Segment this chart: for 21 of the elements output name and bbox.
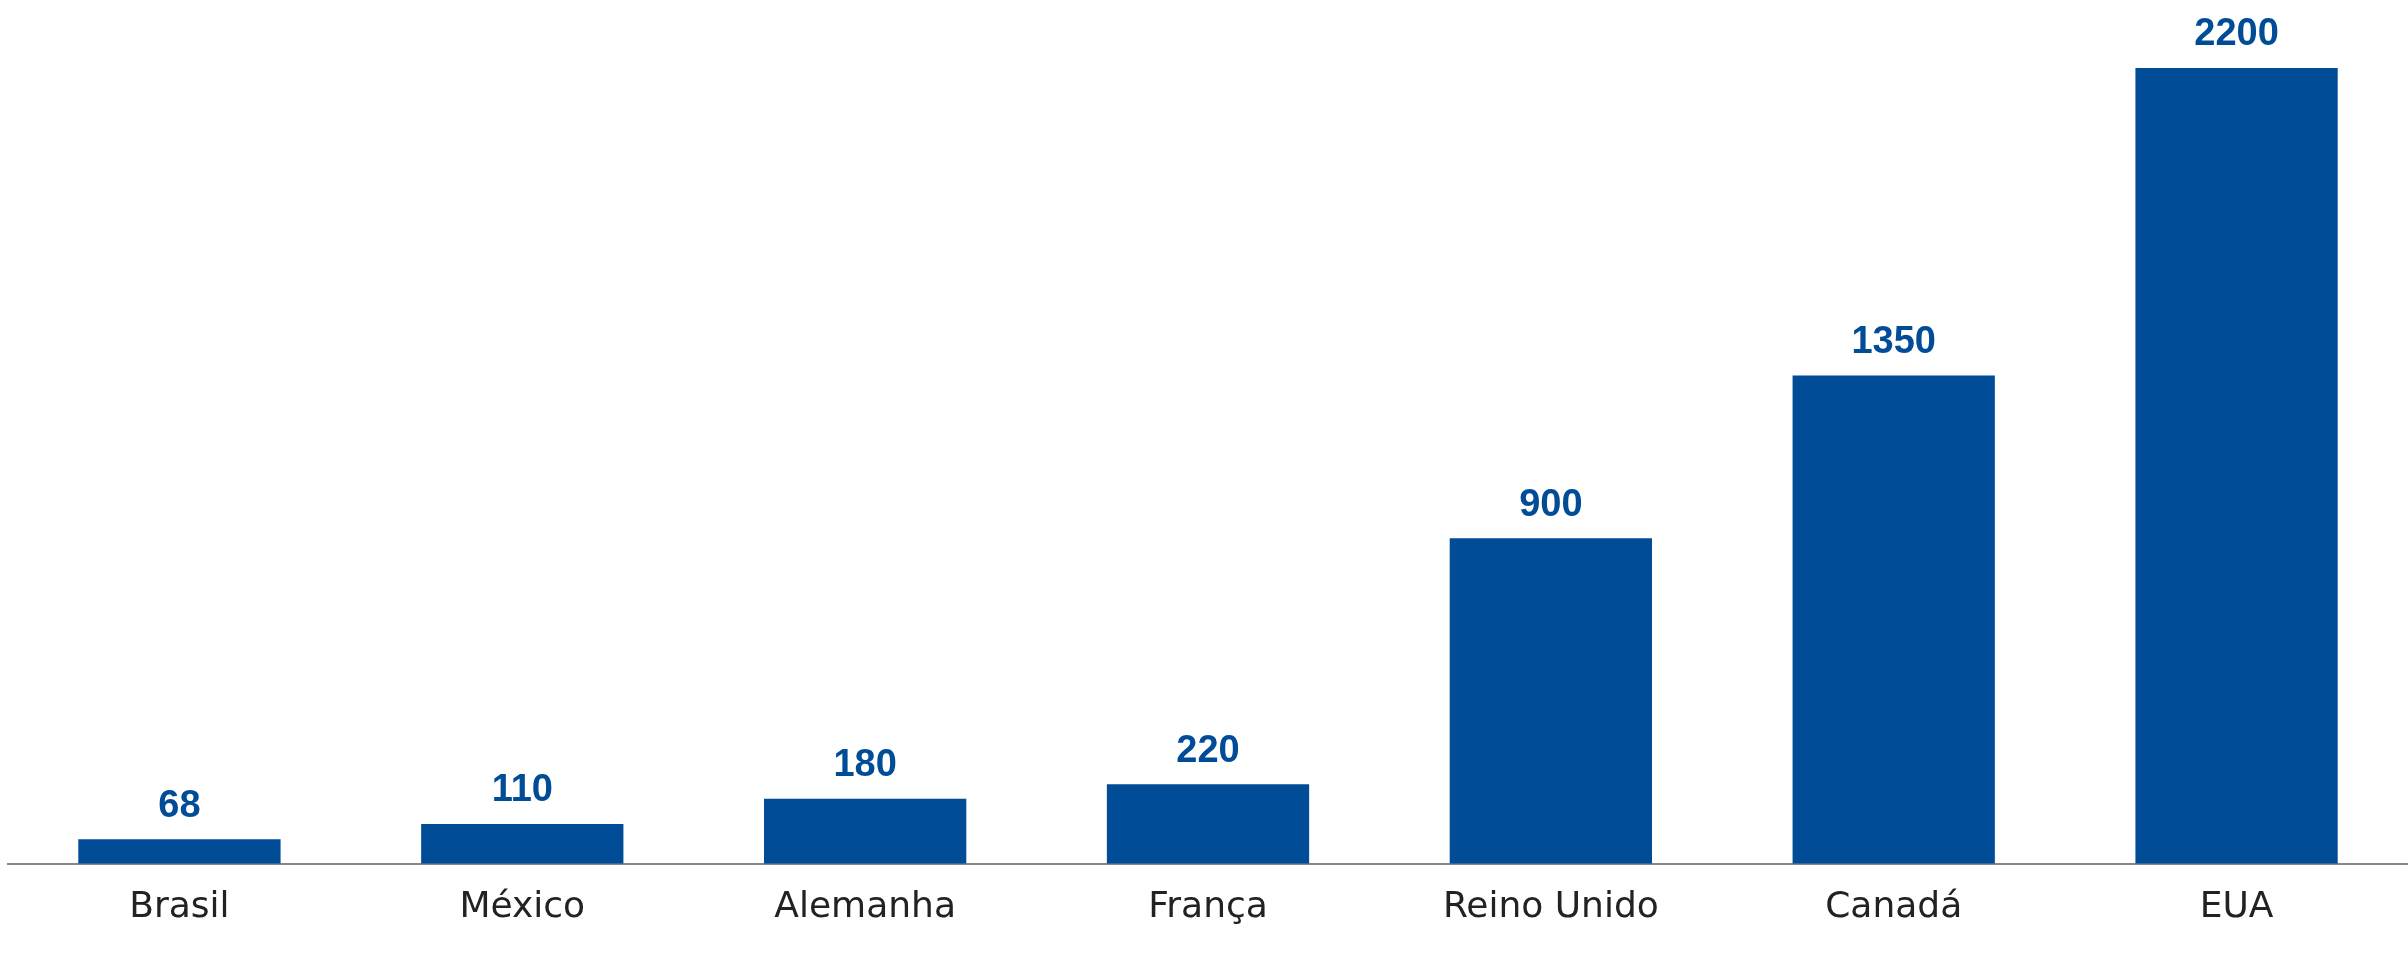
data-label: 68 <box>158 782 201 825</box>
data-label: 1350 <box>1851 318 1936 361</box>
data-label: 220 <box>1176 727 1240 770</box>
x-tick-label: Alemanha <box>774 883 956 925</box>
bar <box>78 839 281 864</box>
data-label: 180 <box>833 742 897 785</box>
bar <box>764 798 967 864</box>
bar <box>421 824 624 864</box>
data-label: 110 <box>491 767 553 810</box>
x-tick-label: França <box>1148 883 1268 925</box>
x-tick-label: Canadá <box>1825 883 1963 925</box>
data-label: 2200 <box>2194 11 2279 54</box>
bar <box>1449 538 1652 864</box>
x-tick-label: México <box>459 883 586 925</box>
bar <box>1792 375 1995 864</box>
data-label: 900 <box>1519 481 1583 524</box>
x-tick-label: Reino Unido <box>1442 883 1659 925</box>
x-tick-label: Brasil <box>129 883 230 925</box>
bar <box>1106 784 1310 864</box>
bar <box>2135 68 2338 864</box>
x-tick-label: EUA <box>2199 883 2274 925</box>
